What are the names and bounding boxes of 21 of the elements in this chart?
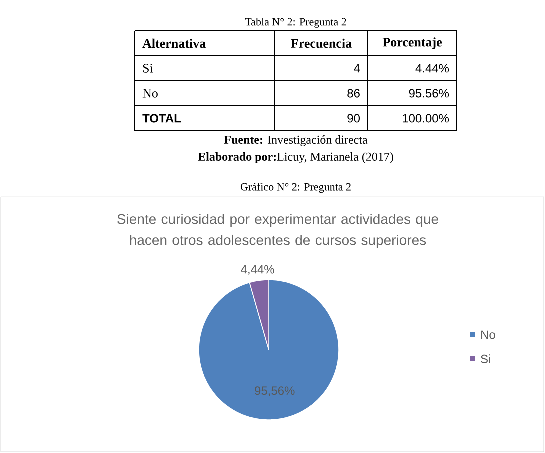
text: 86 — [348, 89, 360, 98]
text: 90 — [348, 114, 360, 123]
legend-label: No — [482, 330, 496, 340]
text: Tabla N° 2: Pregunta 2 — [245, 18, 346, 28]
data-label: 4,44% — [241, 265, 274, 276]
text: Si — [143, 64, 154, 73]
text: 4.44% — [416, 64, 450, 73]
text: Porcentaje — [382, 38, 442, 50]
text: Alternativa — [142, 38, 206, 48]
text: Elaborado por:Licuy, Marianela (2017) — [198, 152, 394, 164]
text: 100.00% — [403, 114, 450, 123]
text: Frecuencia — [291, 38, 352, 48]
text: Fuente: Investigación directa — [224, 136, 368, 146]
text: TOTAL — [142, 114, 182, 123]
data-label: 95,56% — [255, 386, 295, 397]
text: No — [142, 89, 158, 98]
text: 95.56% — [409, 89, 450, 98]
text: 4 — [354, 64, 360, 73]
text: Gráfico N° 2: Pregunta 2 — [240, 182, 351, 194]
legend-label: Si — [481, 354, 490, 364]
chart-title: Siente curiosidad por experimentar actividades que hacen otros adolescentes de cursos superiores — [118, 214, 438, 248]
